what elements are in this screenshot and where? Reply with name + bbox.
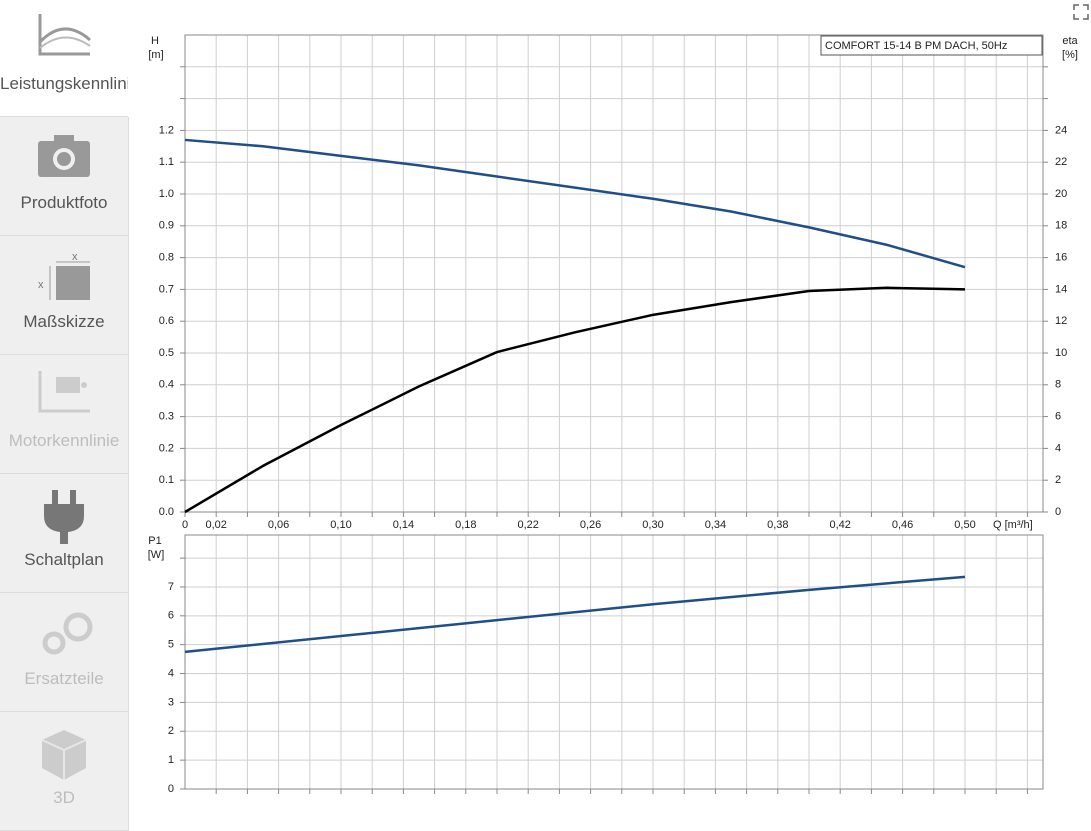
y-tick-label: 6 [168,610,174,622]
y-tick-label: 0 [168,783,174,795]
y-axis-unit: [m] [148,49,163,61]
svg-text:x: x [72,251,78,263]
x-tick-label: 0,10 [330,519,351,531]
x-tick-label: 0,26 [580,519,601,531]
y-tick-label: 0.8 [159,252,174,264]
series-line [184,575,966,654]
plot-border [184,534,1044,790]
y2-tick-label: 14 [1055,283,1067,295]
y2-tick-label: 22 [1055,156,1067,168]
x-tick-label: 0,46 [892,519,913,531]
y2-tick-label: 16 [1055,252,1067,264]
y2-tick-label: 0 [1055,506,1061,518]
item-label: Schaltplan [24,550,104,569]
y-tick-label: 7 [168,581,174,593]
y-tick-label: 0.9 [159,220,174,232]
y2-tick-label: 12 [1055,315,1067,327]
item-icon [38,371,90,413]
x-tick-label: 0,50 [954,519,975,531]
fullscreen-icon[interactable] [1073,4,1089,20]
item-icon [41,730,87,780]
item-icon [42,612,93,655]
x-tick-label: 0,22 [517,519,538,531]
y-tick-label: 1.0 [159,188,174,200]
x-tick-label: 0,14 [393,519,414,531]
sidebar-item[interactable]: Schaltplan [0,474,129,593]
item-icon [38,14,91,56]
x-tick-label: 0,34 [705,519,726,531]
y2-tick-label: 4 [1055,442,1061,454]
item-label: 3D [53,788,75,807]
chart-title: COMFORT 15-14 B PM DACH, 50Hz [825,40,1007,52]
y-tick-label: 0.7 [159,283,174,295]
x-tick-label: 0,30 [642,519,663,531]
y2-tick-label: 18 [1055,220,1067,232]
y2-tick-label: 20 [1055,188,1067,200]
y-tick-label: 0.1 [159,474,174,486]
y-tick-label: 5 [168,639,174,651]
sidebar-item[interactable]: x x Maßskizze [0,236,129,355]
series-line [184,138,966,269]
y-tick-label: 0.4 [159,379,174,391]
y2-tick-label: 24 [1055,124,1067,136]
charts: 0 0,02 0,06 0,10 0,14 0,18 0,22 0,26 0,30 0,34 0,3… [148,34,1079,795]
sidebar-item[interactable]: Leistungskennlinie [0,0,128,117]
item-label: Maßskizze [23,312,105,331]
sidebar-item: Motorkennlinie [0,355,129,474]
y-tick-label: 0.5 [159,347,174,359]
x-tick-label: 0,38 [767,519,788,531]
plot-area [185,35,1043,512]
plot-area [185,535,1043,789]
series-line [184,286,966,514]
y-axis-label: P1 [148,535,161,547]
svg-text:x: x [38,279,44,291]
x-tick-label: 0,02 [205,519,226,531]
item-label: Leistungskennlinie [0,74,128,93]
y-tick-label: 0.3 [159,411,174,423]
item-label: Ersatzteile [24,669,104,688]
item-label: Produktfoto [20,193,108,212]
y-axis-unit: [W] [148,549,165,561]
sidebar-item: 3D [0,712,129,831]
item-icon [44,490,84,544]
y2-tick-label: 8 [1055,379,1061,391]
plot-border [184,34,1044,513]
item-icon: xx [38,251,90,300]
y-tick-label: 0.2 [159,442,174,454]
y2-tick-label: 2 [1055,474,1061,486]
y2-axis-label: eta [1062,35,1078,47]
sidebar-item[interactable]: Produktfoto [0,117,129,236]
y-tick-label: 0.6 [159,315,174,327]
y2-axis-unit: [%] [1062,49,1078,61]
y-tick-label: 3 [168,696,174,708]
y2-tick-label: 10 [1055,347,1067,359]
y-tick-label: 1.1 [159,156,174,168]
y-tick-label: 1 [168,754,174,766]
sidebar: Leistungskennlinie Produktfoto x x Maßskizze… [0,0,129,831]
item-icon [38,135,90,177]
x-tick-label: 0,42 [829,519,850,531]
title-box [820,35,1043,56]
y-tick-label: 1.2 [159,124,174,136]
x-tick-label: 0,18 [455,519,476,531]
y-tick-label: 0.0 [159,506,174,518]
x-axis-label: Q [m³/h] [993,519,1033,531]
y-tick-label: 2 [168,725,174,737]
sidebar-item: Ersatzteile [0,593,129,712]
y-tick-label: 4 [168,667,174,679]
item-label: Motorkennlinie [8,431,120,450]
x-tick-label: 0,06 [268,519,289,531]
x-tick-label: 0 [182,519,188,531]
y-axis-label: H [151,35,159,47]
y2-tick-label: 6 [1055,411,1061,423]
